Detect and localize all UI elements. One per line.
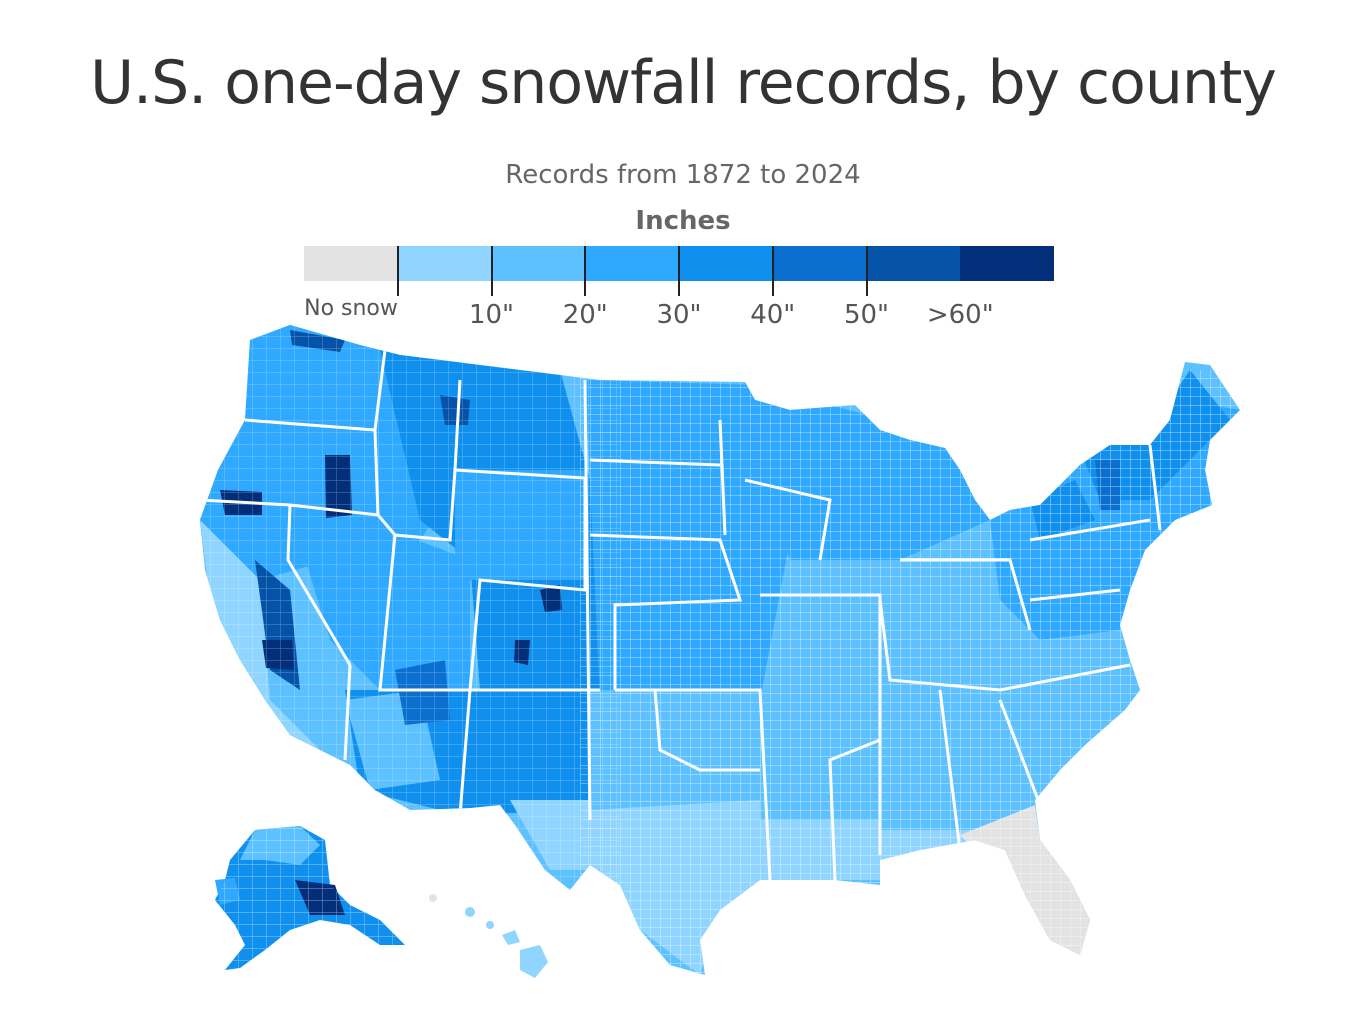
legend-tick-label: >60": [926, 300, 994, 330]
color-legend: No snow 10" 20" 30" 40" 50" >60": [304, 246, 1054, 336]
hawaii: [429, 894, 548, 978]
chart-title: U.S. one-day snowfall records, by county: [90, 48, 1277, 118]
legend-tick: [678, 246, 680, 296]
alaska: [215, 826, 405, 970]
legend-tick-label: 30": [656, 300, 702, 330]
legend-bin-3: [585, 246, 679, 281]
legend-tick-label: 40": [750, 300, 796, 330]
legend-bin-1: [397, 246, 492, 281]
legend-bin-2: [491, 246, 586, 281]
legend-tick: [771, 246, 774, 296]
legend-tick: [396, 246, 399, 296]
legend-bin-4: [679, 246, 773, 281]
chart-subtitle: Records from 1872 to 2024: [505, 160, 861, 190]
legend-tick: [490, 246, 493, 296]
legend-title: Inches: [635, 206, 731, 236]
legend-tick: [865, 246, 868, 296]
legend-bin-5: [772, 246, 867, 281]
state-borders: [200, 349, 1162, 881]
legend-no-snow-label: No snow: [304, 296, 398, 321]
legend-bin-6: [866, 246, 961, 281]
legend-tick-label: 10": [468, 300, 515, 330]
legend-tick-label: 50": [843, 300, 890, 330]
legend-tick: [584, 246, 587, 296]
legend-tick-label: 20": [562, 300, 608, 330]
legend-bin-7: [960, 246, 1054, 281]
legend-bin-0: [304, 246, 398, 281]
